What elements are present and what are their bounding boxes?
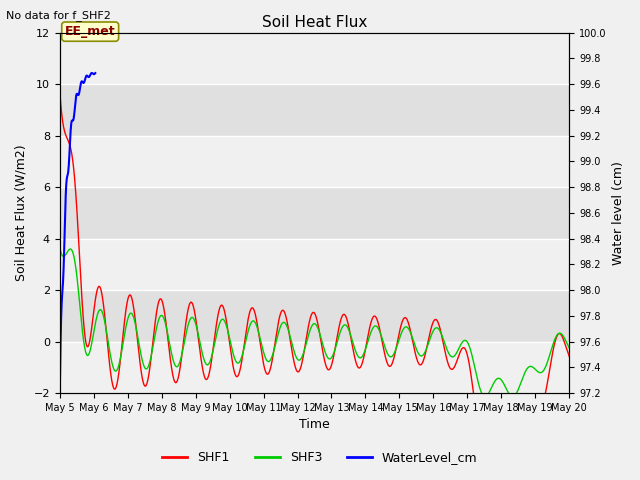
Bar <box>60 239 569 290</box>
Text: EE_met: EE_met <box>65 25 115 38</box>
Y-axis label: Soil Heat Flux (W/m2): Soil Heat Flux (W/m2) <box>15 144 28 281</box>
Bar <box>60 135 569 187</box>
Title: Soil Heat Flux: Soil Heat Flux <box>262 15 367 30</box>
Bar <box>60 84 569 135</box>
Y-axis label: Water level (cm): Water level (cm) <box>612 161 625 265</box>
X-axis label: Time: Time <box>299 419 330 432</box>
Bar <box>60 342 569 393</box>
Bar <box>60 290 569 342</box>
Bar <box>60 187 569 239</box>
Bar <box>60 33 569 84</box>
Text: No data for f_SHF2: No data for f_SHF2 <box>6 10 111 21</box>
Legend: SHF1, SHF3, WaterLevel_cm: SHF1, SHF3, WaterLevel_cm <box>157 446 483 469</box>
